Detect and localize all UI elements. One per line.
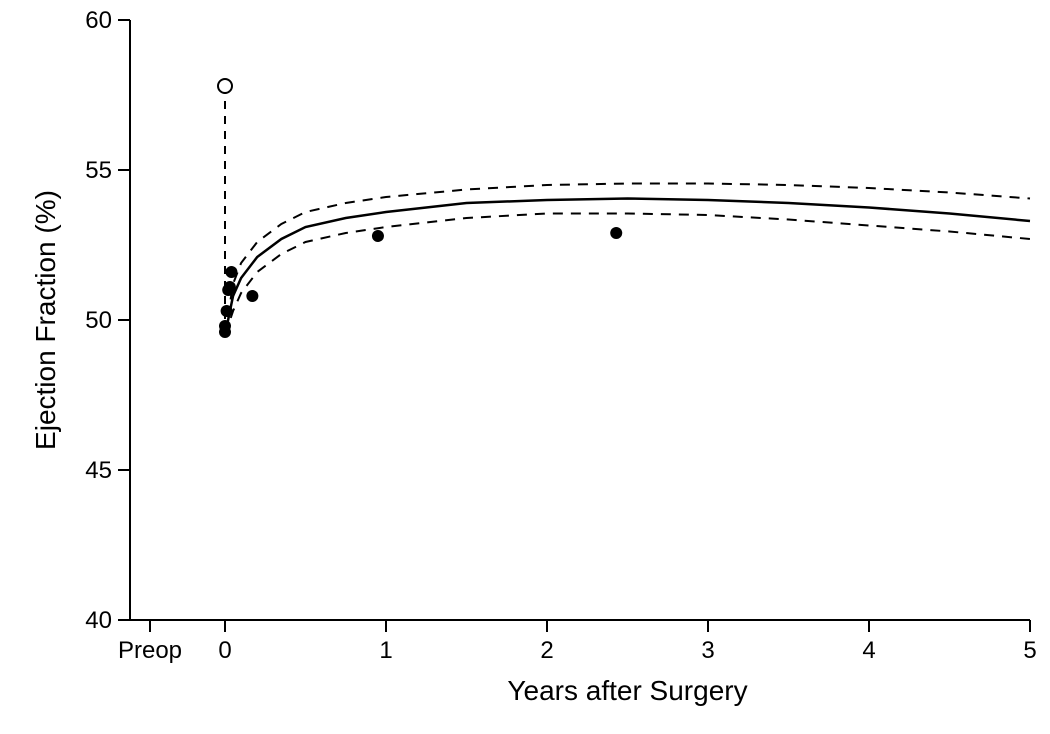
x-tick-label: 5 — [1023, 637, 1036, 664]
y-axis-ticks: 40 45 50 55 60 — [85, 7, 130, 634]
x-tick-label: 1 — [379, 637, 392, 664]
x-tick-label: 4 — [862, 637, 875, 664]
data-point — [224, 281, 236, 293]
scatter-points — [219, 227, 622, 338]
y-tick-label: 55 — [85, 157, 112, 184]
data-point — [610, 227, 622, 239]
y-tick-label: 60 — [85, 7, 112, 34]
data-point — [372, 230, 384, 242]
chart-container: { "chart": { "type": "line-scatter", "ba… — [0, 0, 1050, 734]
y-tick-label: 40 — [85, 607, 112, 634]
data-point — [246, 290, 258, 302]
data-point — [225, 266, 237, 278]
y-axis-title: Ejection Fraction (%) — [30, 190, 61, 450]
x-axis-title: Years after Surgery — [507, 675, 747, 706]
data-point — [221, 305, 233, 317]
data-point — [219, 320, 231, 332]
x-tick-label: 0 — [218, 637, 231, 664]
x-axis-ticks: Preop 0 1 2 3 4 5 — [118, 620, 1037, 664]
x-tick-label: 2 — [540, 637, 553, 664]
upper-confidence-curve — [225, 184, 1030, 336]
fitted-trend-curve — [225, 199, 1030, 336]
x-tick-label: 3 — [701, 637, 714, 664]
preop-open-marker — [218, 79, 232, 93]
ejection-fraction-chart: Preop012345 4045505560 Years after Surge… — [0, 0, 1050, 734]
lower-confidence-curve — [225, 214, 1030, 336]
y-tick-label: 45 — [85, 457, 112, 484]
x-tick-label: Preop — [118, 637, 182, 664]
y-tick-label: 50 — [85, 307, 112, 334]
